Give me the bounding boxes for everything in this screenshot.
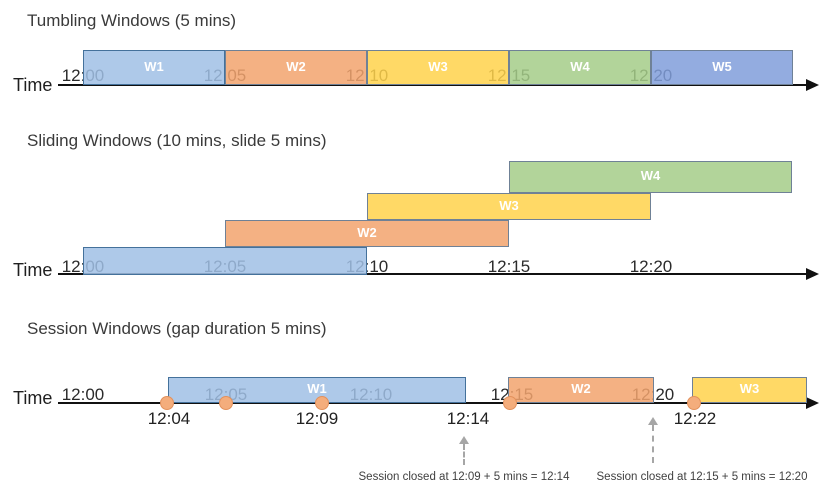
session-closed-annotation: Session closed at 12:09 + 5 mins = 12:14 bbox=[358, 471, 570, 483]
window-rect bbox=[225, 50, 367, 85]
time-axis-line bbox=[58, 273, 806, 275]
window-label: W2 bbox=[571, 381, 591, 396]
event-time-label: 12:04 bbox=[147, 409, 191, 428]
window-rect bbox=[509, 161, 792, 193]
section-title: Sliding Windows (10 mins, slide 5 mins) bbox=[27, 131, 327, 150]
session-closed-annotation: Session closed at 12:15 + 5 mins = 12:20 bbox=[596, 471, 808, 483]
window-label: W2 bbox=[357, 225, 377, 240]
event-time-label: 12:09 bbox=[295, 409, 339, 428]
window-rect bbox=[367, 50, 509, 85]
window-label: W3 bbox=[428, 59, 448, 74]
axis-tick-label: 12:15 bbox=[487, 257, 531, 276]
annotation-arrowhead bbox=[459, 436, 469, 444]
window-rect bbox=[692, 377, 807, 403]
time-axis-label: Time bbox=[13, 388, 53, 408]
window-rect bbox=[225, 220, 509, 247]
event-dot bbox=[503, 396, 517, 410]
window-label: W2 bbox=[286, 59, 306, 74]
window-rect bbox=[651, 50, 793, 85]
window-rect bbox=[367, 193, 651, 220]
window-rect bbox=[83, 247, 367, 275]
window-rect bbox=[509, 50, 651, 85]
time-axis-line bbox=[58, 84, 806, 86]
annotation-arrow bbox=[652, 425, 654, 463]
annotation-arrow bbox=[463, 444, 465, 465]
window-label: W3 bbox=[499, 198, 519, 213]
event-dot bbox=[160, 396, 174, 410]
window-label: W3 bbox=[739, 381, 760, 396]
section-title: Tumbling Windows (5 mins) bbox=[27, 11, 237, 30]
window-label: W1 bbox=[144, 59, 164, 74]
event-dot bbox=[219, 396, 233, 410]
event-time-label: 12:22 bbox=[673, 409, 717, 428]
time-axis-arrowhead bbox=[806, 267, 819, 280]
event-time-label: 12:14 bbox=[446, 409, 490, 428]
time-axis-arrowhead bbox=[806, 78, 819, 91]
window-rect bbox=[83, 50, 225, 85]
time-axis-line bbox=[58, 402, 806, 404]
window-rect bbox=[508, 377, 654, 403]
time-axis-label: Time bbox=[13, 75, 53, 95]
time-axis-arrowhead bbox=[806, 396, 819, 409]
event-dot bbox=[315, 396, 329, 410]
annotation-arrowhead bbox=[648, 417, 658, 425]
event-dot bbox=[687, 396, 701, 410]
window-label: W1 bbox=[307, 381, 327, 396]
time-axis-label: Time bbox=[13, 260, 53, 280]
window-label: W5 bbox=[712, 59, 732, 74]
section-title: Session Windows (gap duration 5 mins) bbox=[27, 319, 327, 338]
axis-tick-label: 12:20 bbox=[629, 257, 673, 276]
window-label: W4 bbox=[640, 168, 661, 183]
window-label: W4 bbox=[570, 59, 590, 74]
axis-tick-label: 12:00 bbox=[61, 385, 105, 404]
